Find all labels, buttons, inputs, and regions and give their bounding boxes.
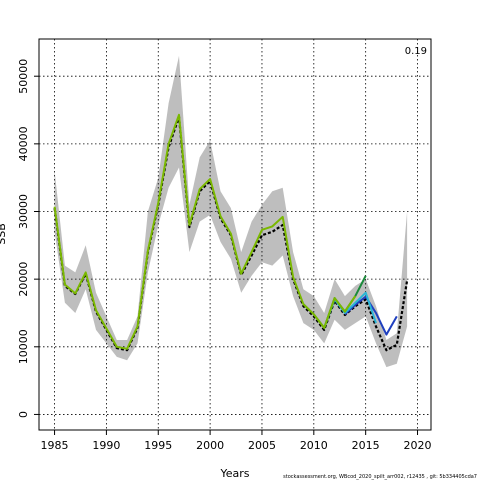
x-axis-label: Years bbox=[219, 467, 249, 480]
series-line-5 bbox=[53, 113, 357, 350]
series-layer bbox=[53, 113, 409, 352]
y-tick-label: 30000 bbox=[17, 194, 30, 229]
y-tick-label: 10000 bbox=[17, 329, 30, 364]
plot-frame bbox=[38, 38, 432, 431]
footer-note: stockassessment.org, WBcod_2020_spilt_ar… bbox=[283, 474, 477, 480]
y-axis: 0 10000 20000 30000 40000 50000 bbox=[17, 59, 39, 418]
x-tick-label: 2010 bbox=[300, 439, 328, 452]
x-axis: 1985 1990 1995 2000 2005 2010 2015 2020 bbox=[41, 430, 432, 452]
x-tick-label: 1995 bbox=[144, 439, 172, 452]
y-tick-label: 0 bbox=[17, 411, 30, 418]
annotation-value: 0.19 bbox=[405, 46, 427, 57]
grid-layer bbox=[39, 39, 431, 430]
y-tick-label: 50000 bbox=[17, 59, 30, 94]
x-tick-label: 2005 bbox=[248, 439, 276, 452]
x-tick-label: 2015 bbox=[352, 439, 380, 452]
x-tick-label: 1990 bbox=[92, 439, 120, 452]
x-tick-label: 2000 bbox=[196, 439, 224, 452]
x-tick-label: 2020 bbox=[404, 439, 432, 452]
y-tick-label: 40000 bbox=[17, 126, 30, 161]
y-tick-label: 20000 bbox=[17, 262, 30, 297]
y-axis-label: SSB bbox=[0, 223, 8, 245]
x-tick-label: 1985 bbox=[41, 439, 69, 452]
